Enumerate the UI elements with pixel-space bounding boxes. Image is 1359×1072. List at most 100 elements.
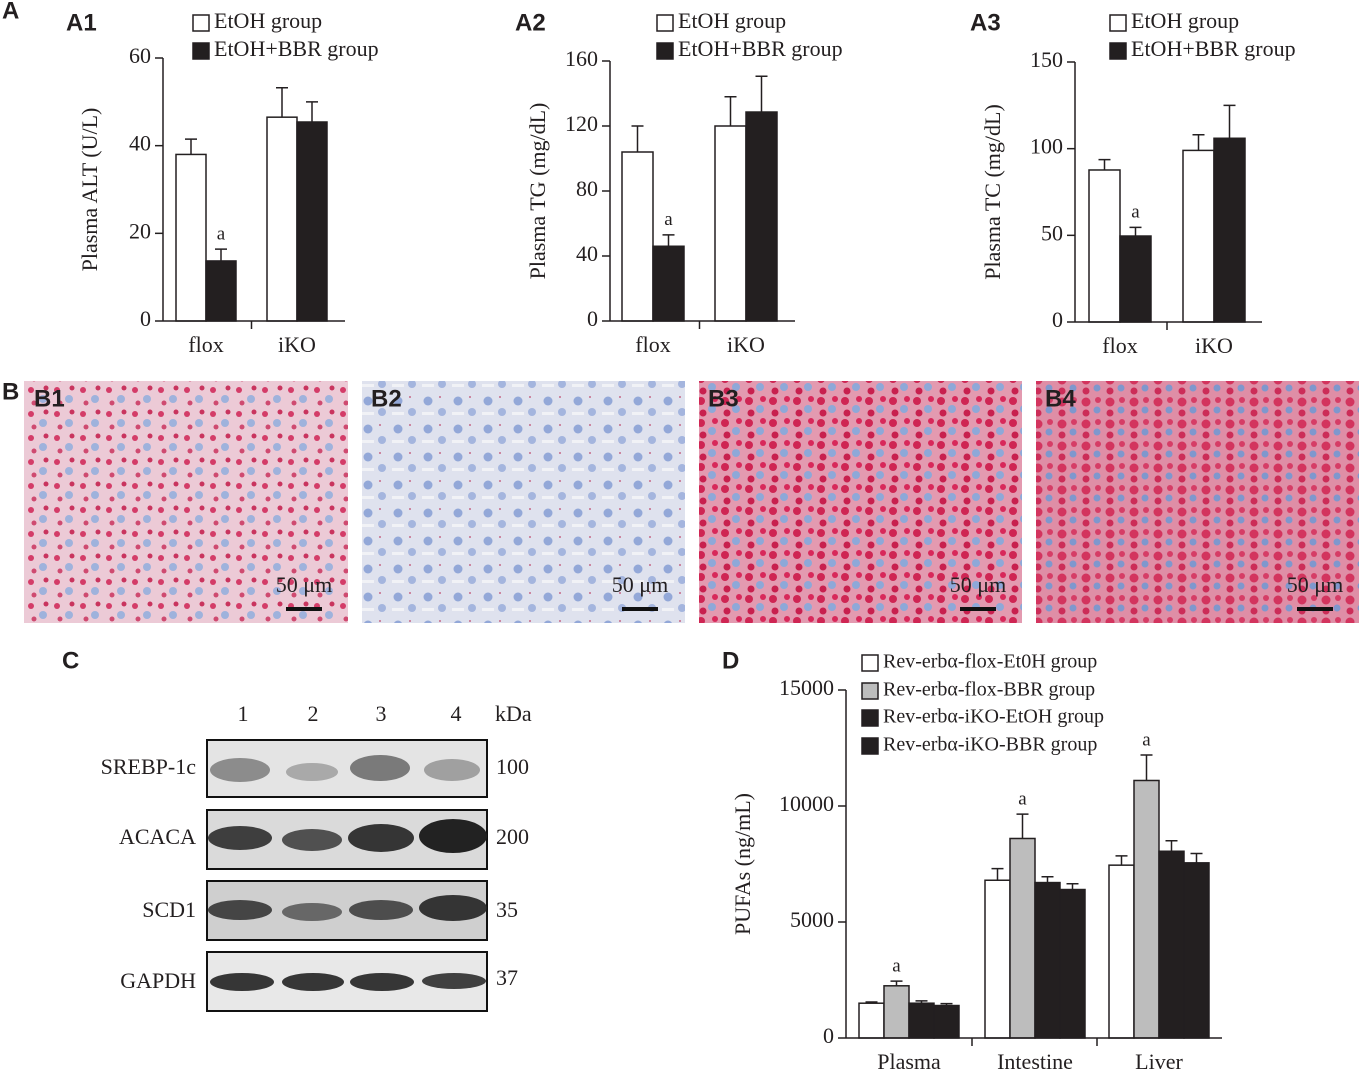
y-tick-label: 5000 — [790, 907, 834, 932]
error-bar — [940, 1002, 953, 1006]
bar — [1182, 149, 1215, 323]
legend-label: EtOH+BBR group — [1131, 36, 1296, 61]
annotation: a — [217, 223, 226, 244]
annotation: a — [892, 956, 901, 977]
y-tick-label: 80 — [576, 176, 598, 201]
error-bar — [631, 125, 644, 152]
panel-label: A1 — [66, 9, 97, 36]
scale-label: 50 μm — [1287, 572, 1343, 597]
bar — [1119, 235, 1152, 323]
y-tick-label: 0 — [1052, 307, 1063, 332]
micrograph — [1036, 381, 1359, 623]
bar — [266, 116, 298, 322]
error-bar — [1098, 158, 1111, 170]
bar — [1158, 850, 1185, 1039]
error-bar — [1066, 882, 1079, 890]
lane-label: 3 — [376, 701, 387, 726]
legend-label: Rev-erbα-flox-Et0H group — [883, 651, 1097, 673]
bar — [1059, 888, 1086, 1039]
x-tick-label: iKO — [1195, 333, 1233, 358]
bar — [205, 260, 237, 322]
legend-swatch — [861, 682, 879, 700]
bar — [1108, 864, 1135, 1039]
legend-swatch — [861, 654, 879, 672]
panel-label: A — [2, 0, 19, 24]
y-tick-label: 160 — [565, 46, 598, 71]
error-bar — [865, 1001, 878, 1004]
y-tick-label: 150 — [1030, 47, 1063, 72]
legend-swatch — [1109, 42, 1127, 60]
bar — [1183, 862, 1210, 1039]
size-label: 100 — [496, 754, 529, 779]
bar — [883, 985, 910, 1039]
size-label: 37 — [496, 965, 518, 990]
scale-label: 50 μm — [276, 572, 332, 597]
y-tick-label: 0 — [823, 1023, 834, 1048]
legend-label: Rev-erbα-iKO-BBR group — [883, 734, 1097, 756]
error-bar — [276, 87, 288, 118]
y-tick-label: 0 — [140, 306, 151, 331]
lane-label: 2 — [308, 701, 319, 726]
x-tick-label: flox — [1102, 333, 1137, 358]
annotation: a — [1142, 729, 1151, 750]
error-bar — [1016, 813, 1029, 839]
y-axis-label: PUFAs (ng/mL) — [730, 793, 755, 935]
legend-label: EtOH group — [1131, 8, 1239, 33]
error-bar — [915, 1000, 928, 1004]
bar — [933, 1004, 960, 1039]
image-label: B2 — [371, 385, 402, 412]
panel-label: A3 — [970, 9, 1001, 36]
error-bar — [890, 980, 903, 986]
error-bar — [215, 248, 227, 261]
legend-swatch — [1109, 14, 1127, 32]
bar — [745, 111, 778, 322]
error-bar — [755, 75, 768, 113]
protein-label: GAPDH — [120, 968, 196, 993]
y-tick-label: 50 — [1041, 220, 1063, 245]
legend-swatch — [861, 737, 879, 755]
error-bar — [1165, 840, 1178, 852]
legend-label: EtOH group — [214, 8, 322, 33]
legend-label: EtOH group — [678, 8, 786, 33]
blot-panel: C 1 2 3 4 kDa SREBP-1c ACACA SCD1 GAPDH … — [62, 647, 532, 1012]
y-tick-label: 40 — [129, 131, 151, 156]
x-tick-label: iKO — [278, 332, 316, 357]
error-bar — [1041, 876, 1054, 883]
x-tick-label: flox — [635, 332, 670, 357]
legend-swatch — [656, 14, 674, 32]
error-bar — [1140, 754, 1153, 781]
x-tick-label: Intestine — [997, 1049, 1073, 1072]
bar — [858, 1002, 885, 1039]
annotation: a — [1131, 202, 1140, 223]
y-tick-label: 20 — [129, 218, 151, 243]
x-tick-label: Plasma — [877, 1049, 941, 1072]
bar — [908, 1002, 935, 1039]
error-bar — [1192, 134, 1205, 151]
protein-label: ACACA — [119, 824, 196, 849]
legend-label: Rev-erbα-iKO-EtOH group — [883, 706, 1104, 728]
legend-swatch — [192, 42, 210, 60]
error-bar — [991, 867, 1004, 881]
error-bar — [306, 101, 318, 122]
legend-swatch — [656, 42, 674, 60]
panel-label: A2 — [515, 9, 546, 36]
legend-label: EtOH+BBR group — [678, 36, 843, 61]
error-bar — [662, 234, 675, 247]
bar — [1088, 169, 1121, 323]
image-label: B4 — [1045, 385, 1076, 412]
y-axis-label: Plasma TG (mg/dL) — [525, 103, 550, 280]
error-bar — [724, 96, 737, 126]
y-tick-label: 40 — [576, 241, 598, 266]
bar — [652, 245, 685, 322]
y-axis-label: Plasma TC (mg/dL) — [980, 104, 1005, 280]
annotation: a — [1018, 788, 1027, 809]
histology-panel: B B1 B2 B3 B4 50 μm 50 μm 50 μm 50 μm — [2, 378, 1359, 623]
blot-bands — [208, 755, 487, 991]
bar — [714, 125, 747, 322]
micrograph — [699, 381, 1022, 623]
bar — [984, 879, 1011, 1039]
bar — [1009, 837, 1036, 1039]
lane-label: 4 — [451, 701, 462, 726]
y-tick-label: 120 — [565, 111, 598, 136]
